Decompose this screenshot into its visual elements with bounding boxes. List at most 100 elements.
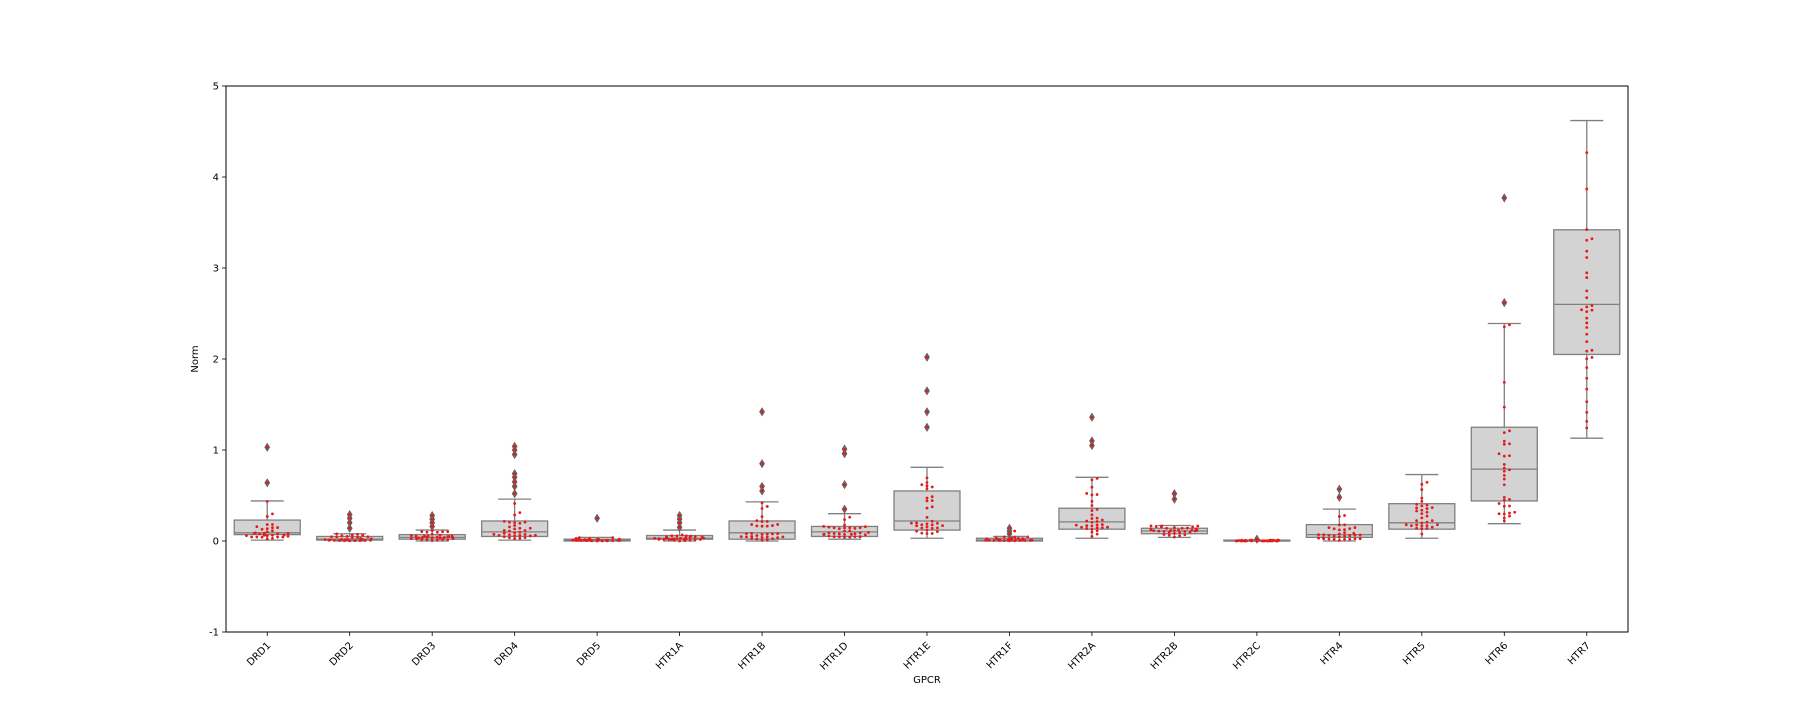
data-point xyxy=(670,534,674,538)
data-point xyxy=(345,538,349,541)
data-point xyxy=(750,537,754,540)
data-point xyxy=(262,531,266,535)
data-point xyxy=(534,533,537,537)
data-point xyxy=(1415,502,1419,506)
data-point xyxy=(1425,520,1429,524)
data-point xyxy=(760,485,764,488)
data-point xyxy=(1085,519,1089,523)
data-point xyxy=(755,519,759,523)
data-point xyxy=(1502,516,1506,520)
data-point xyxy=(925,410,929,414)
data-point xyxy=(672,537,675,541)
data-point xyxy=(843,533,846,536)
data-point xyxy=(1173,531,1176,535)
data-point xyxy=(1085,527,1089,530)
data-point xyxy=(1327,533,1331,537)
data-point xyxy=(1090,513,1094,517)
data-point xyxy=(260,535,264,539)
data-point xyxy=(1508,442,1511,446)
swarm-group-htr2a xyxy=(1074,415,1109,538)
swarm-group-drd3 xyxy=(409,514,455,542)
data-point xyxy=(678,521,681,525)
data-point xyxy=(1018,539,1022,542)
data-point xyxy=(1030,538,1034,542)
data-point xyxy=(446,538,450,542)
data-point xyxy=(781,535,785,539)
data-point xyxy=(414,534,418,538)
data-point xyxy=(513,485,517,488)
data-point xyxy=(1014,538,1017,542)
data-point xyxy=(925,528,929,532)
data-point xyxy=(1196,524,1200,528)
data-point xyxy=(369,537,373,541)
data-point xyxy=(1585,151,1589,155)
data-point xyxy=(513,492,517,496)
x-tick-label: DRD5 xyxy=(575,640,603,668)
data-point xyxy=(1173,529,1176,532)
data-point xyxy=(776,532,780,536)
data-point xyxy=(1502,431,1506,434)
data-point xyxy=(678,517,681,521)
data-point xyxy=(600,538,604,542)
data-point xyxy=(827,525,831,529)
data-point xyxy=(760,462,764,466)
data-point xyxy=(1502,519,1506,523)
data-point xyxy=(1002,535,1006,539)
data-point xyxy=(1585,271,1589,275)
data-point xyxy=(513,480,517,484)
data-point xyxy=(271,526,274,530)
data-point xyxy=(1436,523,1439,527)
data-point xyxy=(930,532,934,535)
data-point xyxy=(925,484,929,488)
data-point xyxy=(1100,523,1104,527)
data-point xyxy=(1508,429,1511,433)
data-point xyxy=(827,531,831,535)
data-point xyxy=(1013,535,1017,539)
data-point xyxy=(330,535,333,539)
x-tick-label: HTR1D xyxy=(818,640,850,672)
data-point xyxy=(1590,356,1594,359)
data-point xyxy=(698,538,702,541)
data-point xyxy=(1430,519,1434,523)
data-point xyxy=(678,525,681,529)
swarm-group-htr5 xyxy=(1404,480,1439,536)
data-point xyxy=(1160,524,1164,528)
data-point xyxy=(1585,420,1589,423)
data-point xyxy=(502,519,506,523)
data-point xyxy=(771,532,774,536)
data-point xyxy=(1415,519,1419,523)
data-point xyxy=(426,534,430,538)
data-point xyxy=(1007,537,1011,541)
data-point xyxy=(745,532,748,536)
data-point xyxy=(513,534,517,538)
data-point xyxy=(502,535,506,539)
data-point xyxy=(760,520,764,523)
data-point xyxy=(1585,326,1589,329)
data-point xyxy=(250,535,254,539)
data-point xyxy=(425,538,429,542)
data-point xyxy=(680,533,684,537)
data-point xyxy=(1420,504,1424,508)
data-point xyxy=(580,539,583,542)
data-point xyxy=(915,529,918,533)
data-point xyxy=(260,527,264,531)
data-point xyxy=(528,526,532,530)
data-point xyxy=(271,533,274,537)
data-point xyxy=(1343,534,1346,538)
data-point xyxy=(1337,528,1341,532)
data-point xyxy=(286,531,290,535)
data-point xyxy=(1585,426,1589,430)
data-point xyxy=(1585,376,1589,380)
data-point xyxy=(1321,536,1325,540)
data-point xyxy=(513,444,517,448)
data-point xyxy=(425,530,429,534)
x-tick-label: DRD4 xyxy=(493,640,521,668)
data-point xyxy=(508,529,511,533)
data-point xyxy=(1149,524,1153,528)
data-point xyxy=(1513,510,1517,514)
data-point xyxy=(430,536,434,540)
swarm-group-htr6 xyxy=(1497,196,1517,523)
data-point xyxy=(843,535,846,539)
data-point xyxy=(523,533,527,536)
x-tick-label: HTR1B xyxy=(736,640,768,672)
